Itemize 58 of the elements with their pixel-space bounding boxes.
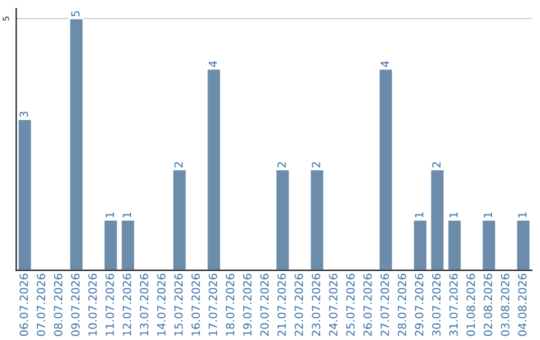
bar xyxy=(516,219,531,270)
x-tick-label: 04.08.2026 xyxy=(518,274,527,336)
data-label: 1 xyxy=(450,212,458,218)
x-tick-label: 17.07.2026 xyxy=(208,274,218,336)
x-tick-label: 06.07.2026 xyxy=(20,274,28,336)
bar xyxy=(378,68,394,270)
x-tick-label: 27.07.2026 xyxy=(380,274,390,336)
bar xyxy=(446,219,462,270)
x-tick-label: 31.07.2026 xyxy=(449,274,458,336)
bar xyxy=(206,68,222,270)
x-tick-label: 19.07.2026 xyxy=(243,274,252,336)
x-tick-label: 28.07.2026 xyxy=(398,274,406,336)
x-tick-label: 25.07.2026 xyxy=(346,274,355,336)
x-tick-label: 24.07.2026 xyxy=(329,274,338,336)
x-tick-label: 22.07.2026 xyxy=(294,274,304,336)
x-tick-label: 21.07.2026 xyxy=(277,274,286,336)
data-label: 1 xyxy=(484,212,492,218)
bar xyxy=(275,168,290,270)
x-tick-label: 07.07.2026 xyxy=(36,274,46,336)
x-tick-label: 10.07.2026 xyxy=(88,274,97,336)
x-tick-label: 18.07.2026 xyxy=(226,274,234,336)
x-tick-label: 02.08.2026 xyxy=(484,274,492,336)
x-tick-label: 03.08.2026 xyxy=(500,274,510,336)
x-tick-label: 12.07.2026 xyxy=(122,274,132,336)
data-label: 2 xyxy=(174,162,183,168)
x-tick-label: 16.07.2026 xyxy=(192,274,200,336)
data-label: 4 xyxy=(380,61,389,67)
x-tick-label: 23.07.2026 xyxy=(312,274,320,336)
bar xyxy=(172,168,188,270)
data-label: 1 xyxy=(106,212,114,218)
data-label: 3 xyxy=(20,112,28,118)
bar xyxy=(309,168,325,270)
x-tick-label: 08.07.2026 xyxy=(54,274,62,336)
x-tick-label: 11.07.2026 xyxy=(106,274,114,336)
x-tick-label: 20.07.2026 xyxy=(260,274,269,336)
data-label: 2 xyxy=(312,162,320,168)
bar xyxy=(17,118,32,270)
x-tick-label: 14.07.2026 xyxy=(157,274,166,336)
x-tick-label: 29.07.2026 xyxy=(414,274,424,336)
bar xyxy=(68,18,84,270)
data-label: 1 xyxy=(518,212,526,218)
bar xyxy=(120,219,136,270)
data-label: 2 xyxy=(432,162,440,168)
x-tick-label: 15.07.2026 xyxy=(174,274,183,336)
data-label: 2 xyxy=(277,162,286,168)
bar xyxy=(481,219,496,270)
data-label: 1 xyxy=(415,212,424,218)
data-label: 5 xyxy=(71,11,80,16)
x-tick-label: 09.07.2026 xyxy=(71,274,80,336)
data-label: 4 xyxy=(208,61,217,67)
bar xyxy=(412,219,428,270)
x-tick-label: 13.07.2026 xyxy=(140,274,148,336)
x-tick-label: 01.08.2026 xyxy=(466,274,475,336)
data-label: 1 xyxy=(122,212,131,218)
bar xyxy=(430,168,445,270)
x-tick-label: 30.07.2026 xyxy=(432,274,441,336)
bar xyxy=(103,219,118,270)
x-tick-label: 26.07.2026 xyxy=(363,274,372,336)
